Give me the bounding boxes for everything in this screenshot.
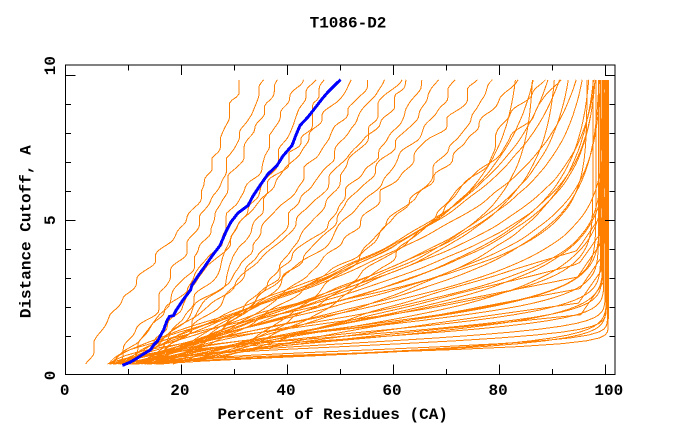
svg-text:20: 20 [170, 382, 189, 400]
svg-text:40: 40 [276, 382, 295, 400]
svg-text:100: 100 [594, 382, 623, 400]
svg-text:0: 0 [60, 382, 70, 400]
svg-text:Distance Cutoff, A: Distance Cutoff, A [17, 145, 35, 318]
svg-text:T1086-D2: T1086-D2 [310, 15, 387, 33]
svg-text:80: 80 [488, 382, 507, 400]
svg-text:0: 0 [42, 371, 60, 381]
svg-text:60: 60 [382, 382, 401, 400]
svg-text:5: 5 [42, 215, 60, 225]
svg-text:10: 10 [42, 56, 60, 75]
svg-text:Percent of Residues (CA): Percent of Residues (CA) [217, 406, 447, 424]
